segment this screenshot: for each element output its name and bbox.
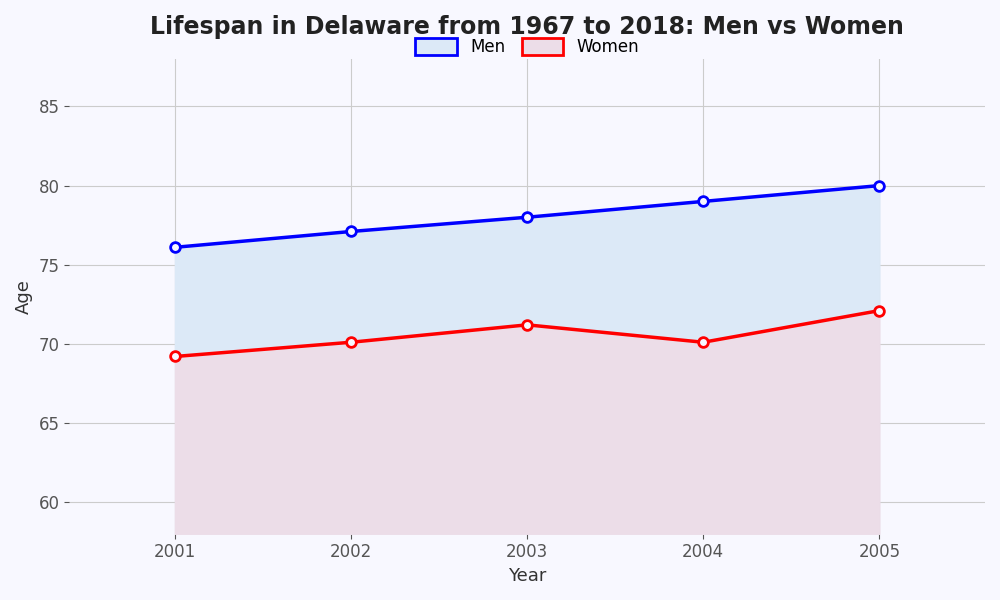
X-axis label: Year: Year [508, 567, 546, 585]
Title: Lifespan in Delaware from 1967 to 2018: Men vs Women: Lifespan in Delaware from 1967 to 2018: … [150, 15, 904, 39]
Legend: Men, Women: Men, Women [407, 29, 648, 64]
Y-axis label: Age: Age [15, 279, 33, 314]
